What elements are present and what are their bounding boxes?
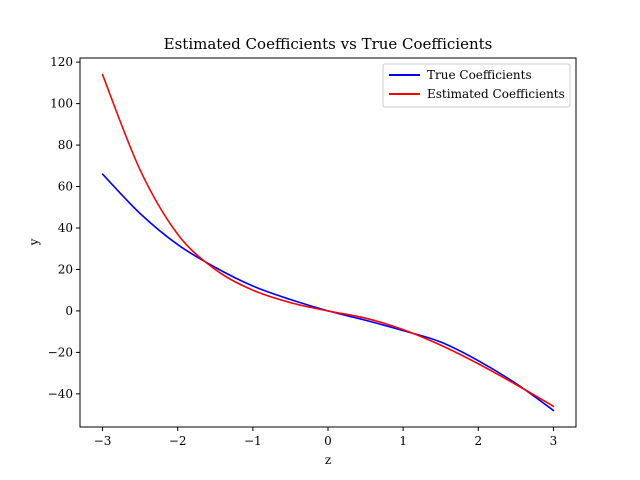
x-tick-label: 0 [324,434,332,448]
y-tick-label: 120 [50,55,73,69]
x-tick-label: 3 [550,434,558,448]
y-tick-label: 100 [50,97,73,111]
y-tick-label: 80 [58,138,73,152]
y-tick-label: −20 [48,345,73,359]
x-tick-label: −2 [169,434,187,448]
y-tick-label: −40 [48,387,73,401]
y-tick-label: 40 [58,221,73,235]
series-layer [101,73,555,412]
legend-label-estimated-coefficients: Estimated Coefficients [427,87,565,101]
y-tick-label: 20 [58,262,73,276]
legend: True Coefficients Estimated Coefficients [382,63,571,108]
x-tick-label: −3 [94,434,112,448]
y-tick-label: 60 [58,180,73,194]
x-tick-label: 2 [474,434,482,448]
plot-frame [79,57,577,428]
x-tick-label: −1 [244,434,262,448]
x-axis-label: z [325,453,331,467]
y-axis-label: y [27,238,41,246]
series-line-estimated-coefficients [101,73,555,408]
legend-box [382,63,571,108]
x-tick-label: 1 [399,434,407,448]
y-tick-label: 0 [65,304,73,318]
chart-title: Estimated Coefficients vs True Coefficie… [164,35,493,53]
legend-label-true-coefficients: True Coefficients [427,68,532,82]
y-axis: −40 −20 0 20 40 60 80 100 120 [48,55,80,401]
series-line-true-coefficients [101,173,555,412]
x-axis: −3 −2 −1 0 1 2 3 [94,427,558,448]
plot-area [79,57,577,428]
